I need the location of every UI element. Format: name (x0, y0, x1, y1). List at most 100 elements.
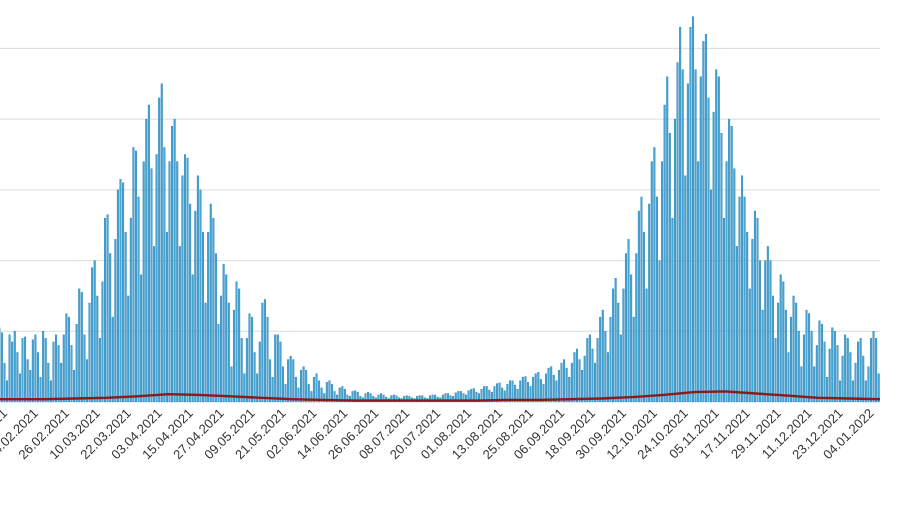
bar (181, 175, 184, 403)
bar (514, 384, 517, 403)
bar (300, 369, 303, 403)
bar (13, 331, 16, 403)
bar (24, 336, 27, 403)
bar (312, 377, 315, 403)
bar (465, 394, 468, 403)
bar (508, 380, 511, 403)
bar-series (0, 16, 880, 403)
bar (377, 394, 380, 403)
bar (209, 203, 212, 403)
bar (279, 341, 282, 403)
bar (294, 377, 297, 403)
bar (467, 390, 470, 403)
bar (632, 316, 635, 403)
bar (341, 386, 344, 403)
bar (189, 203, 192, 403)
bar (539, 379, 542, 403)
bar (127, 295, 130, 403)
bar (485, 386, 488, 403)
bar (26, 359, 29, 403)
bar (158, 97, 161, 403)
bar (552, 374, 555, 403)
bar (787, 352, 790, 403)
bar (472, 388, 475, 403)
bar (114, 239, 117, 403)
bar (140, 274, 143, 403)
bar (261, 302, 264, 403)
bar (498, 382, 501, 403)
bar (524, 376, 527, 403)
bar (650, 161, 653, 403)
bar (165, 232, 168, 403)
bar (122, 182, 125, 403)
bar (57, 345, 60, 403)
bar (756, 217, 759, 403)
bar (364, 393, 367, 403)
bar (777, 302, 780, 403)
bar (699, 76, 702, 403)
bar (199, 189, 202, 403)
bar (673, 118, 676, 403)
bar (627, 239, 630, 403)
bar (52, 341, 55, 403)
bar (390, 395, 393, 403)
bar (171, 126, 174, 403)
bar (93, 260, 96, 403)
bar (418, 395, 421, 403)
bar (292, 359, 295, 403)
bar (609, 316, 612, 403)
bar (503, 390, 506, 403)
bar (800, 366, 803, 403)
bar (869, 338, 872, 403)
bar (506, 384, 509, 403)
bar (833, 331, 836, 403)
bar (823, 341, 826, 403)
bar (686, 83, 689, 403)
bar (612, 288, 615, 403)
bar (248, 313, 251, 403)
bar (808, 313, 811, 403)
bar (220, 295, 223, 403)
bar (176, 161, 179, 403)
bar (769, 260, 772, 403)
bar (134, 150, 137, 403)
bar (454, 392, 457, 403)
bar (859, 338, 862, 403)
bar (328, 380, 331, 403)
bar (202, 232, 205, 403)
bar (101, 281, 104, 403)
bar (281, 366, 284, 403)
bar (733, 168, 736, 403)
bar (11, 341, 14, 403)
bar (323, 393, 326, 403)
bar (351, 391, 354, 403)
bar (359, 396, 362, 403)
bar (421, 395, 424, 403)
bar (382, 394, 385, 403)
bar (49, 380, 52, 403)
bar (831, 327, 834, 403)
bar (496, 383, 499, 403)
bar (354, 390, 357, 403)
bar (743, 196, 746, 403)
bar (720, 133, 723, 403)
bar (846, 338, 849, 403)
bar (106, 214, 109, 403)
bar (573, 352, 576, 403)
bar (36, 352, 39, 403)
bar (581, 369, 584, 403)
bar (145, 118, 148, 403)
bar (462, 393, 465, 403)
bar (766, 246, 769, 403)
bar (563, 359, 566, 403)
bar (694, 69, 697, 403)
bar (80, 292, 83, 403)
bar (302, 366, 305, 403)
bar (88, 302, 91, 403)
bar (501, 387, 504, 403)
bar (704, 34, 707, 403)
bar (34, 334, 37, 403)
bar (245, 338, 248, 403)
bar (336, 394, 339, 403)
bar (232, 309, 235, 403)
